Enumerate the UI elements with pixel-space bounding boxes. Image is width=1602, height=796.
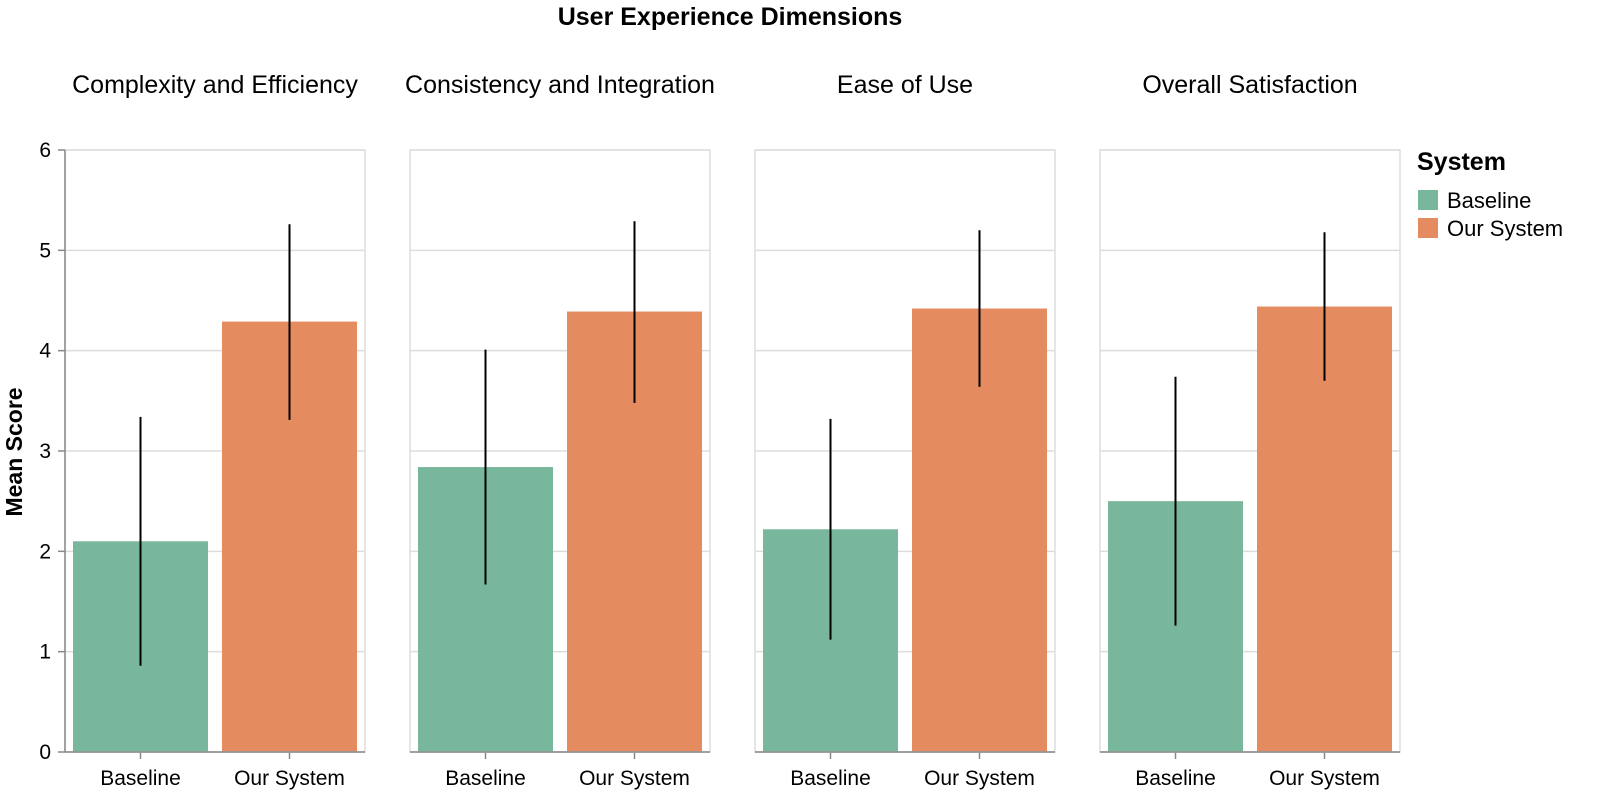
facet-title: Overall Satisfaction — [1142, 71, 1357, 99]
facet-1: Complexity and Efficiency Baseline Our Sys… — [64, 71, 366, 790]
y-tick-label: 1 — [39, 641, 51, 664]
x-tick-label: Our System — [1269, 767, 1380, 790]
facet-3: Ease of Use Baseline Our System — [754, 71, 1056, 790]
x-tick-label: Baseline — [790, 767, 871, 790]
y-tick-label: 0 — [39, 741, 51, 764]
x-tick-label: Baseline — [100, 767, 181, 790]
facet-2: Consistency and Integration Baseline Our S… — [405, 71, 715, 790]
x-tick-label: Our System — [579, 767, 690, 790]
legend-label: Our System — [1447, 216, 1563, 241]
facet-title: Ease of Use — [837, 71, 973, 99]
y-tick-label: 3 — [39, 440, 51, 463]
y-axis-title: Mean Score — [1, 387, 27, 516]
x-tick-label: Baseline — [1135, 767, 1216, 790]
y-tick-label: 6 — [39, 139, 51, 162]
legend-label: Baseline — [1447, 188, 1531, 213]
legend: System Baseline Our System — [1417, 148, 1563, 241]
x-tick-label: Our System — [924, 767, 1035, 790]
facet-title: Complexity and Efficiency — [72, 71, 358, 99]
facet-title: Consistency and Integration — [405, 71, 715, 99]
y-tick-label: 2 — [39, 540, 51, 563]
x-tick-label: Baseline — [445, 767, 526, 790]
facet-panels: Complexity and Efficiency Baseline Our Sys… — [64, 71, 1401, 790]
y-axis: 0 1 2 3 4 5 6 — [39, 139, 66, 764]
legend-swatch-baseline — [1418, 190, 1438, 210]
legend-swatch-our-system — [1418, 218, 1438, 238]
y-tick-label: 5 — [39, 239, 51, 262]
x-tick-label: Our System — [234, 767, 345, 790]
facet-4: Overall Satisfaction Baseline Our System — [1099, 71, 1401, 790]
y-tick-label: 4 — [39, 340, 51, 363]
chart-title: User Experience Dimensions — [558, 3, 903, 31]
legend-title: System — [1417, 148, 1506, 176]
